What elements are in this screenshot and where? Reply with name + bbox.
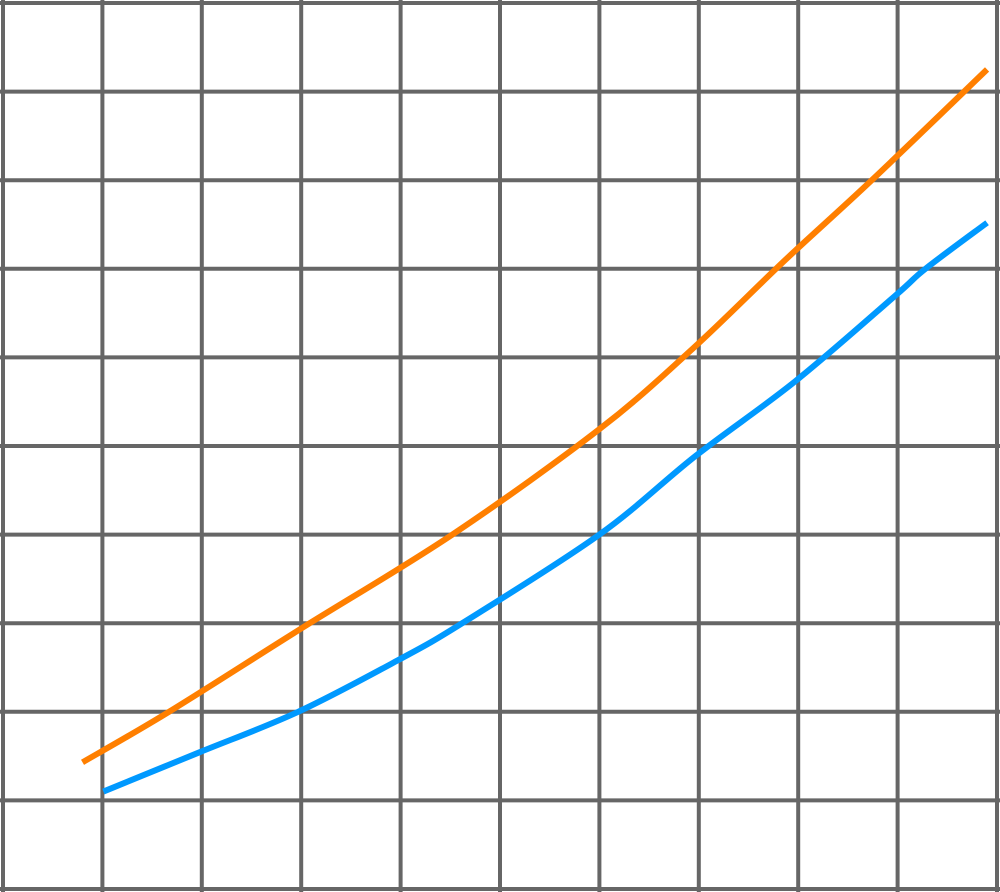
series-lines [81,67,990,795]
series-line-1 [81,67,990,765]
series-line-2 [102,220,989,795]
